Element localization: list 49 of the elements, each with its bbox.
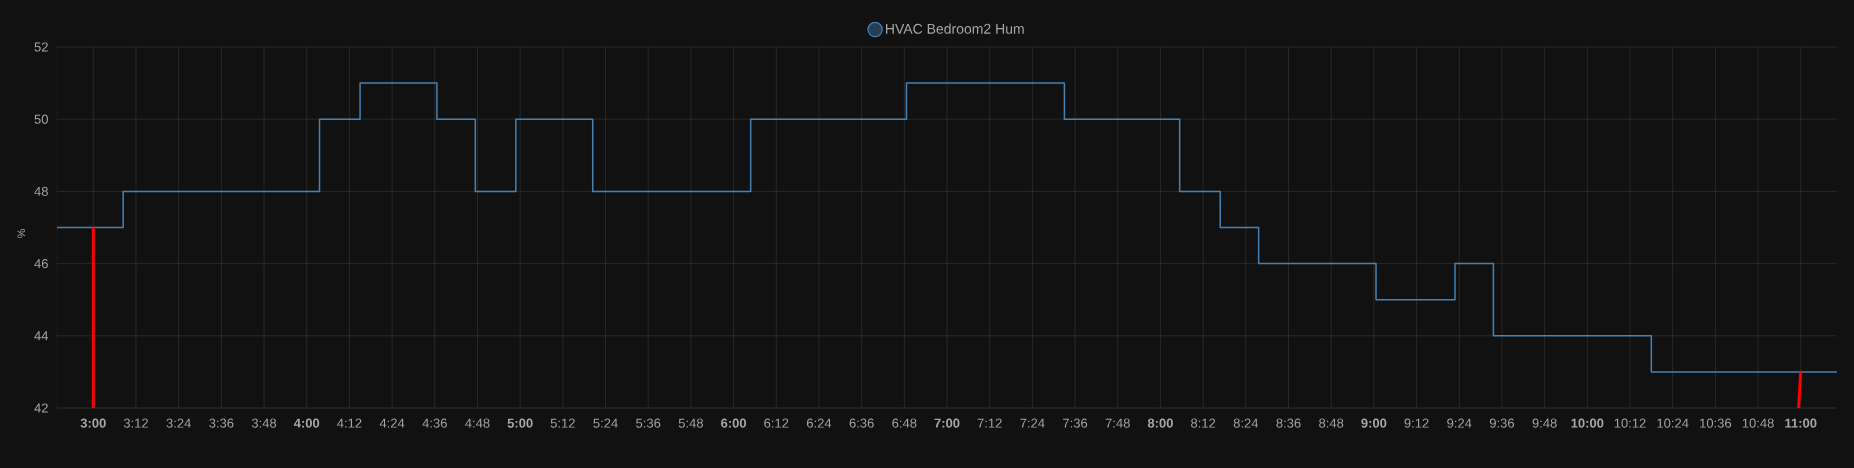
x-tick-label: 8:00 [1147, 418, 1173, 428]
x-tick-label: 5:36 [636, 418, 661, 428]
x-tick-label: 10:48 [1742, 418, 1774, 428]
x-tick-label: 6:12 [764, 418, 789, 428]
x-tick-label: 4:00 [293, 418, 320, 428]
y-axis-title: % [17, 229, 26, 238]
y-tick-label: 44 [34, 331, 49, 341]
x-tick-label: 7:12 [977, 418, 1002, 428]
x-tick-label: 3:00 [80, 418, 106, 428]
x-tick-label: 4:12 [337, 418, 362, 428]
x-tick-label: 7:24 [1020, 418, 1045, 428]
x-tick-label: 10:24 [1657, 418, 1689, 428]
x-tick-label: 3:36 [209, 418, 234, 428]
x-tick-label: 3:48 [251, 418, 277, 428]
x-tick-label: 6:24 [806, 418, 832, 428]
x-tick-label: 4:36 [422, 418, 447, 428]
x-tick-label: 8:36 [1276, 418, 1301, 428]
y-tick-label: 46 [34, 258, 48, 269]
x-tick-label: 10:36 [1700, 418, 1732, 428]
x-tick-label: 7:48 [1105, 418, 1130, 428]
y-tick-label: 42 [34, 403, 48, 413]
x-tick-label: 5:48 [678, 418, 703, 428]
x-tick-label: 10:00 [1571, 418, 1604, 428]
y-tick-label: 52 [34, 42, 48, 52]
x-tick-label: 9:36 [1489, 418, 1515, 428]
x-tick-label: 7:00 [934, 418, 960, 428]
x-tick-label: 5:12 [550, 418, 575, 428]
x-tick-label: 9:24 [1447, 418, 1472, 428]
x-tick-label: 6:36 [849, 418, 874, 428]
x-tick-label: 6:00 [721, 418, 747, 428]
x-tick-label: 9:12 [1404, 418, 1429, 428]
x-tick-label: 9:00 [1361, 418, 1387, 428]
x-tick-label: 3:24 [166, 418, 191, 428]
x-tick-label: 3:12 [123, 418, 148, 428]
x-tick-label: 8:24 [1233, 418, 1259, 428]
x-tick-label: 4:24 [379, 418, 405, 428]
x-tick-label: 8:12 [1191, 418, 1216, 428]
y-tick-label: 48 [34, 186, 48, 196]
x-tick-label: 4:48 [465, 418, 490, 428]
legend-label: HVAC Bedroom2 Hum [886, 23, 1024, 34]
x-tick-label: 5:00 [507, 418, 533, 428]
x-tick-label: 5:24 [593, 418, 618, 428]
x-tick-label: 10:12 [1614, 418, 1646, 428]
x-tick-label: 9:48 [1532, 418, 1557, 428]
x-tick-label: 6:48 [892, 418, 917, 428]
x-tick-label: 11:00 [1785, 418, 1817, 428]
x-tick-label: 8:48 [1319, 418, 1344, 428]
y-tick-label: 50 [34, 114, 48, 124]
x-tick-label: 7:36 [1063, 418, 1088, 428]
